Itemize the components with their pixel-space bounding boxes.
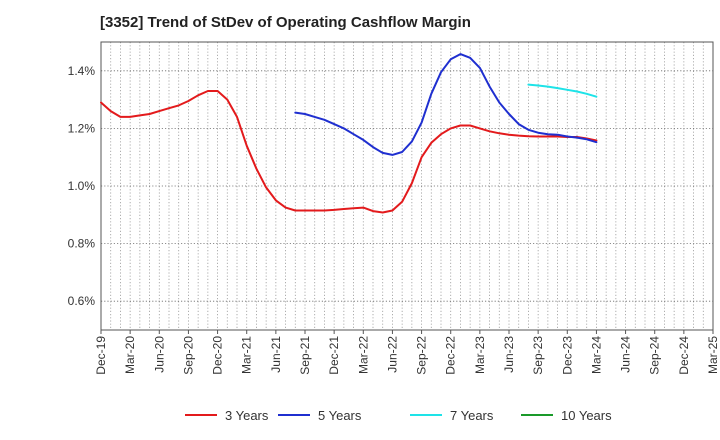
x-tick-label: Sep-21 [298, 336, 312, 375]
x-tick-label: Mar-22 [356, 336, 370, 374]
x-tick-label: Mar-25 [706, 336, 720, 374]
series-line-7-years [527, 83, 598, 98]
y-tick-label: 0.6% [68, 294, 96, 308]
x-tick-label: Dec-19 [94, 336, 108, 375]
y-tick-label: 1.2% [68, 121, 96, 135]
x-tick-label: Sep-20 [181, 336, 195, 375]
legend-label-3-years: 3 Years [225, 408, 269, 423]
plot-area [101, 42, 713, 330]
x-tick-label: Sep-23 [531, 336, 545, 375]
plot-border [100, 41, 714, 331]
x-tick-label: Jun-21 [269, 336, 283, 373]
x-tick-label: Jun-24 [619, 336, 633, 373]
x-tick-label: Sep-24 [648, 336, 662, 375]
x-tick-label: Mar-24 [589, 336, 603, 374]
x-tick-label: Sep-22 [415, 336, 429, 375]
x-tick-label: Jun-23 [502, 336, 516, 373]
x-tick-label: Jun-20 [152, 336, 166, 373]
legend-label-7-years: 7 Years [450, 408, 494, 423]
legend-label-10-years: 10 Years [561, 408, 612, 423]
x-tick-label: Dec-22 [444, 336, 458, 375]
x-tick-label: Dec-24 [677, 336, 691, 375]
chart-title: [3352] Trend of StDev of Operating Cashf… [100, 14, 471, 31]
x-tick-label: Jun-22 [385, 336, 399, 373]
y-tick-label: 1.4% [68, 64, 96, 78]
x-tick-label: Dec-20 [211, 336, 225, 375]
x-tick-label: Dec-21 [327, 336, 341, 375]
y-tick-label: 1.0% [68, 179, 96, 193]
series-line-5-years [294, 53, 598, 156]
x-tick-label: Dec-23 [560, 336, 574, 375]
legend-label-5-years: 5 Years [318, 408, 362, 423]
x-tick-label: Mar-20 [123, 336, 137, 374]
series-line-3-years [100, 90, 598, 214]
x-tick-label: Mar-23 [473, 336, 487, 374]
x-tick-label: Mar-21 [240, 336, 254, 374]
y-tick-label: 0.8% [68, 237, 96, 251]
